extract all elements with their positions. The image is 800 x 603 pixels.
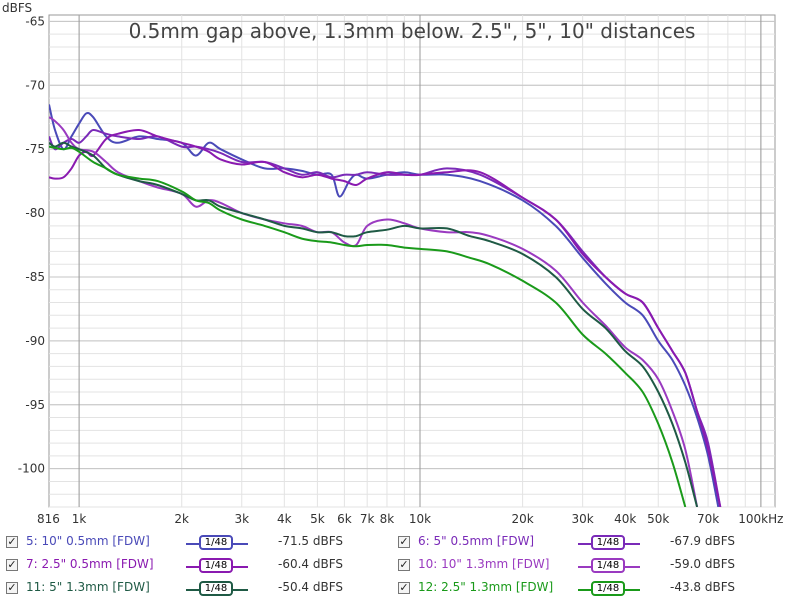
legend-entry: ✓ 12: 2.5" 1.3mm [FDW] 1/48 -43.8 dBFS [398,580,788,600]
x-tick-label: 2k [174,512,189,526]
x-tick-label: 20k [512,512,534,526]
x-tick-label: 100kHz [738,512,783,526]
smoothing-button[interactable]: 1/48 [199,581,233,596]
legend-level-value: -71.5 dBFS [278,534,344,548]
grid [49,15,775,508]
smoothing-button[interactable]: 1/48 [591,558,625,573]
x-tick-label: 8k [380,512,395,526]
legend-checkbox[interactable]: ✓ [398,581,410,594]
smoothing-button[interactable]: 1/48 [591,535,625,550]
smoothing-button[interactable]: 1/48 [591,581,625,596]
series-line-2 [49,128,722,507]
series-line-5 [49,145,687,507]
y-tick-label: -90 [25,334,45,348]
smoothing-button[interactable]: 1/48 [199,535,233,550]
legend-level-value: -59.0 dBFS [670,557,736,571]
y-tick-label: -95 [25,398,45,412]
y-axis-label: dBFS [2,1,32,15]
x-tick-label: 7k [360,512,375,526]
x-tick-label: 4k [277,512,292,526]
chart-title: 0.5mm gap above, 1.3mm below. 2.5", 5", … [129,19,696,43]
x-tick-label: 6k [337,512,352,526]
y-tick-label: -100 [18,462,45,476]
x-tick-label: 816 [37,512,60,526]
y-tick-label: -85 [25,270,45,284]
y-tick-label: -80 [25,206,45,220]
x-tick-label: 50k [647,512,669,526]
legend-entry: ✓ 7: 2.5" 0.5mm [FDW] 1/48 -60.4 dBFS [6,557,396,577]
x-tick-label: 30k [572,512,594,526]
legend-series-name: 7: 2.5" 0.5mm [FDW] [26,557,154,571]
series-line-0 [49,104,720,507]
y-tick-label: -75 [25,142,45,156]
plot-area [48,14,776,508]
legend-checkbox[interactable]: ✓ [6,581,18,594]
legend-entry: ✓ 10: 10" 1.3mm [FDW] 1/48 -59.0 dBFS [398,557,788,577]
legend-series-name: 10: 10" 1.3mm [FDW] [418,557,550,571]
y-tick-label: -65 [25,14,45,28]
legend-entry: ✓ 6: 5" 0.5mm [FDW] 1/48 -67.9 dBFS [398,534,788,554]
legend-level-value: -50.4 dBFS [278,580,344,594]
x-tick-label: 40k [614,512,636,526]
legend: ✓ 5: 10" 0.5mm [FDW] 1/48 -71.5 dBFS ✓ 6: 5" … [0,532,800,603]
x-tick-label: 5k [310,512,325,526]
legend-series-name: 6: 5" 0.5mm [FDW] [418,534,535,548]
legend-entry: ✓ 5: 10" 0.5mm [FDW] 1/48 -71.5 dBFS [6,534,396,554]
legend-checkbox[interactable]: ✓ [6,535,18,548]
legend-series-name: 12: 2.5" 1.3mm [FDW] [418,580,554,594]
x-tick-label: 70k [697,512,719,526]
smoothing-button[interactable]: 1/48 [199,558,233,573]
legend-entry: ✓ 11: 5" 1.3mm [FDW] 1/48 -50.4 dBFS [6,580,396,600]
series-lines [49,104,722,507]
legend-checkbox[interactable]: ✓ [398,535,410,548]
x-tick-label: 10k [409,512,431,526]
legend-level-value: -43.8 dBFS [670,580,736,594]
legend-checkbox[interactable]: ✓ [6,558,18,571]
legend-series-name: 5: 10" 0.5mm [FDW] [26,534,150,548]
legend-level-value: -60.4 dBFS [278,557,344,571]
y-tick-label: -70 [25,78,45,92]
axis-labels: -65 -70 -75 -80 -85 -90 -95 -100 816 1k 2k 3k 4k 5k 6k… [18,14,784,526]
x-tick-label: 1k [72,512,87,526]
legend-series-name: 11: 5" 1.3mm [FDW] [26,580,150,594]
frequency-response-chart: -65 -70 -75 -80 -85 -90 -95 -100 816 1k 2k 3k 4k 5k 6k… [2,1,784,526]
legend-level-value: -67.9 dBFS [670,534,736,548]
x-tick-label: 3k [234,512,249,526]
legend-checkbox[interactable]: ✓ [398,558,410,571]
